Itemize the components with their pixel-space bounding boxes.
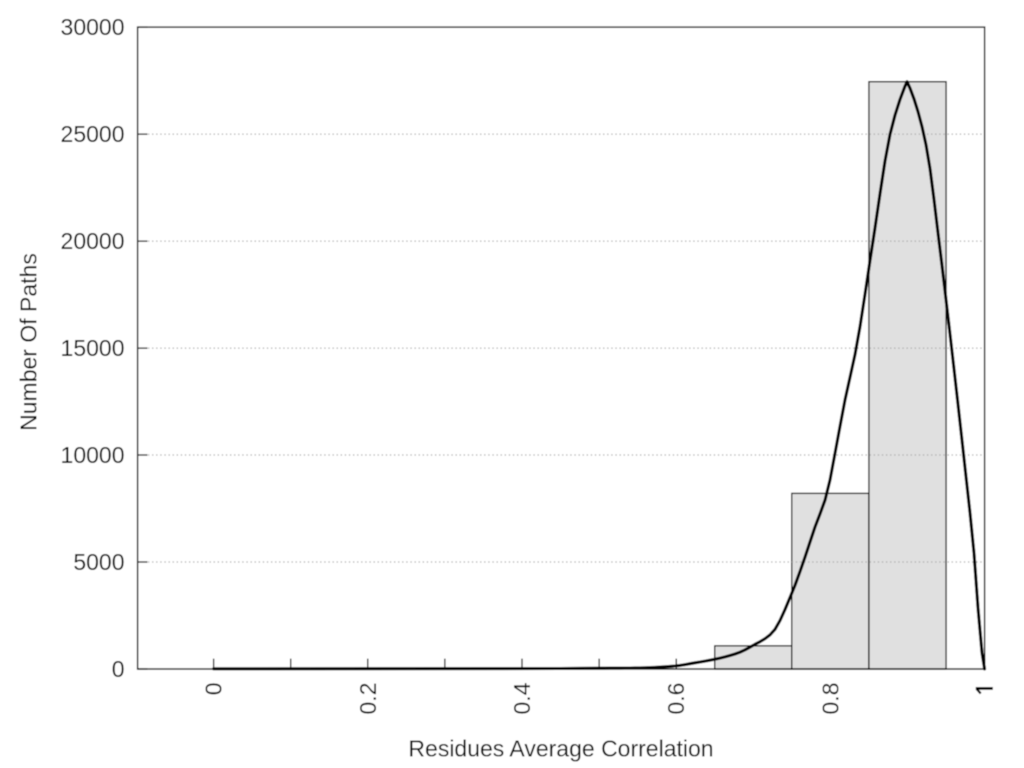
svg-text:15000: 15000 — [61, 335, 125, 361]
svg-text:Residues Average Correlation: Residues Average Correlation — [408, 736, 713, 762]
svg-text:25000: 25000 — [61, 121, 125, 147]
svg-text:0: 0 — [112, 656, 125, 682]
svg-text:5000: 5000 — [73, 549, 124, 575]
svg-text:0: 0 — [201, 683, 227, 696]
svg-text:0.4: 0.4 — [509, 682, 535, 714]
svg-text:0.2: 0.2 — [355, 683, 381, 715]
svg-text:Number Of Paths: Number Of Paths — [16, 253, 42, 431]
svg-text:20000: 20000 — [61, 228, 125, 254]
svg-text:30000: 30000 — [61, 14, 125, 40]
svg-text:0.8: 0.8 — [817, 683, 843, 715]
svg-text:0.6: 0.6 — [663, 683, 689, 715]
svg-text:10000: 10000 — [61, 442, 125, 468]
